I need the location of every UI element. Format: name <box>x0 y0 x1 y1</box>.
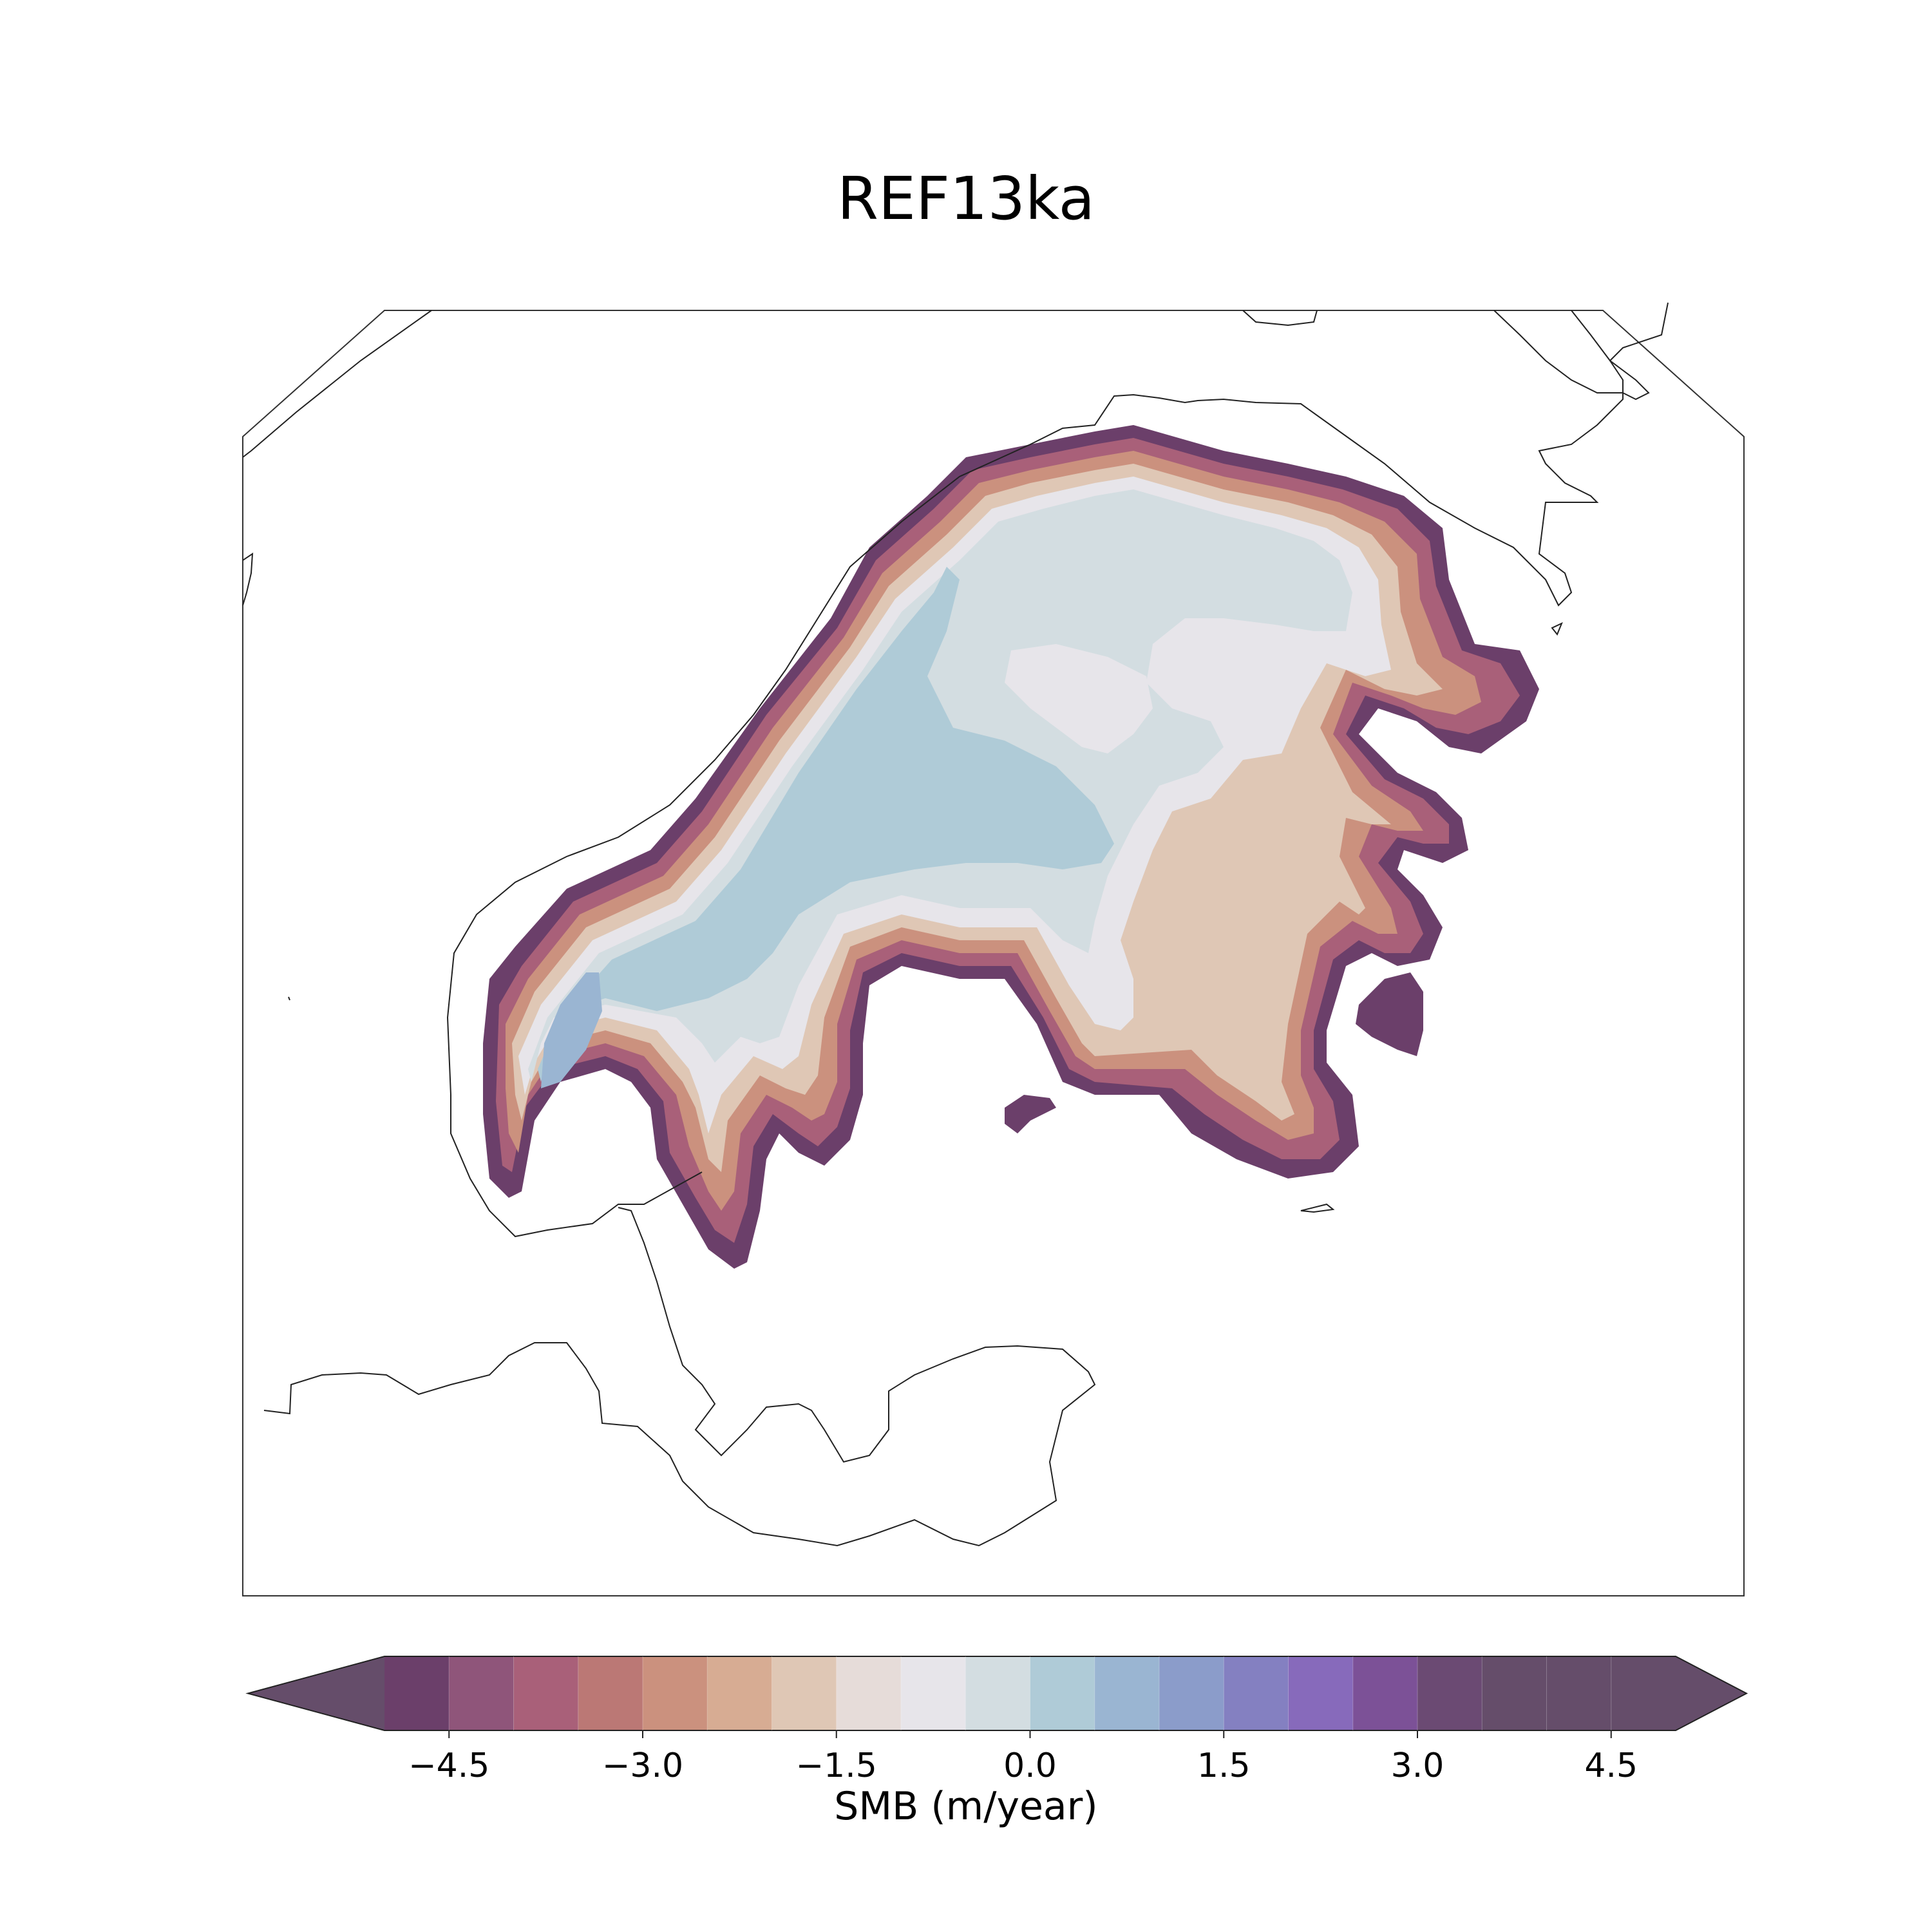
coastline-west-island <box>242 553 254 606</box>
colorbar-tick-label: 4.5 <box>1584 1747 1638 1785</box>
colorbar-ticks: −4.5 −3.0 −1.5 0.0 1.5 3.0 4.5 <box>408 1730 1638 1785</box>
colorbar: −4.5 −3.0 −1.5 0.0 1.5 3.0 4.5 <box>245 1656 1748 1785</box>
coastline-northeast <box>1493 310 1650 401</box>
colorbar-bin <box>1159 1656 1224 1730</box>
colorbar-bin <box>643 1656 708 1730</box>
colorbar-bin <box>965 1656 1030 1730</box>
colorbar-tick-label: 3.0 <box>1391 1747 1444 1785</box>
smb-field <box>483 425 1539 1269</box>
colorbar-bin <box>1611 1656 1676 1730</box>
colorbar-bin <box>707 1656 772 1730</box>
coastline-north <box>1242 310 1318 327</box>
smb-contour-pos3 <box>541 972 602 1088</box>
colorbar-bin <box>901 1656 966 1730</box>
smb-patch-east <box>1356 972 1423 1056</box>
colorbar-bin <box>513 1656 579 1730</box>
coastlines <box>242 302 1669 1547</box>
colorbar-bin <box>578 1656 643 1730</box>
colorbar-bin <box>1482 1656 1547 1730</box>
colorbar-extend-max <box>1676 1656 1747 1730</box>
smb-contour-pos2 <box>538 567 1114 1082</box>
colorbar-tick-label: 0.0 <box>1003 1747 1057 1785</box>
coastline-south <box>263 1207 1096 1547</box>
colorbar-bin <box>836 1656 902 1730</box>
chart-title: REF13ka <box>837 164 1095 233</box>
colorbar-label: SMB (m/year) <box>834 1784 1098 1829</box>
colorbar-bin <box>1030 1656 1095 1730</box>
coastline-islet-west <box>288 996 290 1001</box>
coastline-islet-northeast <box>1551 622 1563 636</box>
colorbar-outline <box>245 1656 1748 1731</box>
colorbar-bin <box>1417 1656 1482 1730</box>
map-frame <box>242 310 1745 1596</box>
colorbar-tick-label: −3.0 <box>602 1747 683 1785</box>
colorbar-bin <box>1094 1656 1160 1730</box>
coastline-main <box>446 302 1669 1238</box>
smb-contour-interior-zero <box>1005 644 1153 753</box>
smb-patch-south <box>1005 1095 1056 1133</box>
colorbar-tick-label: −4.5 <box>408 1747 489 1785</box>
colorbar-bin <box>384 1656 450 1730</box>
colorbar-tick-label: 1.5 <box>1197 1747 1251 1785</box>
colorbar-bin <box>449 1656 514 1730</box>
colorbar-segments <box>245 1656 1748 1731</box>
colorbar-bin <box>772 1656 837 1730</box>
colorbar-tick-label: −1.5 <box>796 1747 877 1785</box>
coastline-northwest <box>242 310 432 458</box>
colorbar-bin <box>1224 1656 1289 1730</box>
coastline-islet-east <box>1300 1203 1335 1213</box>
colorbar-extend-min <box>248 1656 384 1730</box>
colorbar-bin <box>1546 1656 1612 1730</box>
colorbar-bin <box>1352 1656 1418 1730</box>
colorbar-bin <box>1288 1656 1354 1730</box>
